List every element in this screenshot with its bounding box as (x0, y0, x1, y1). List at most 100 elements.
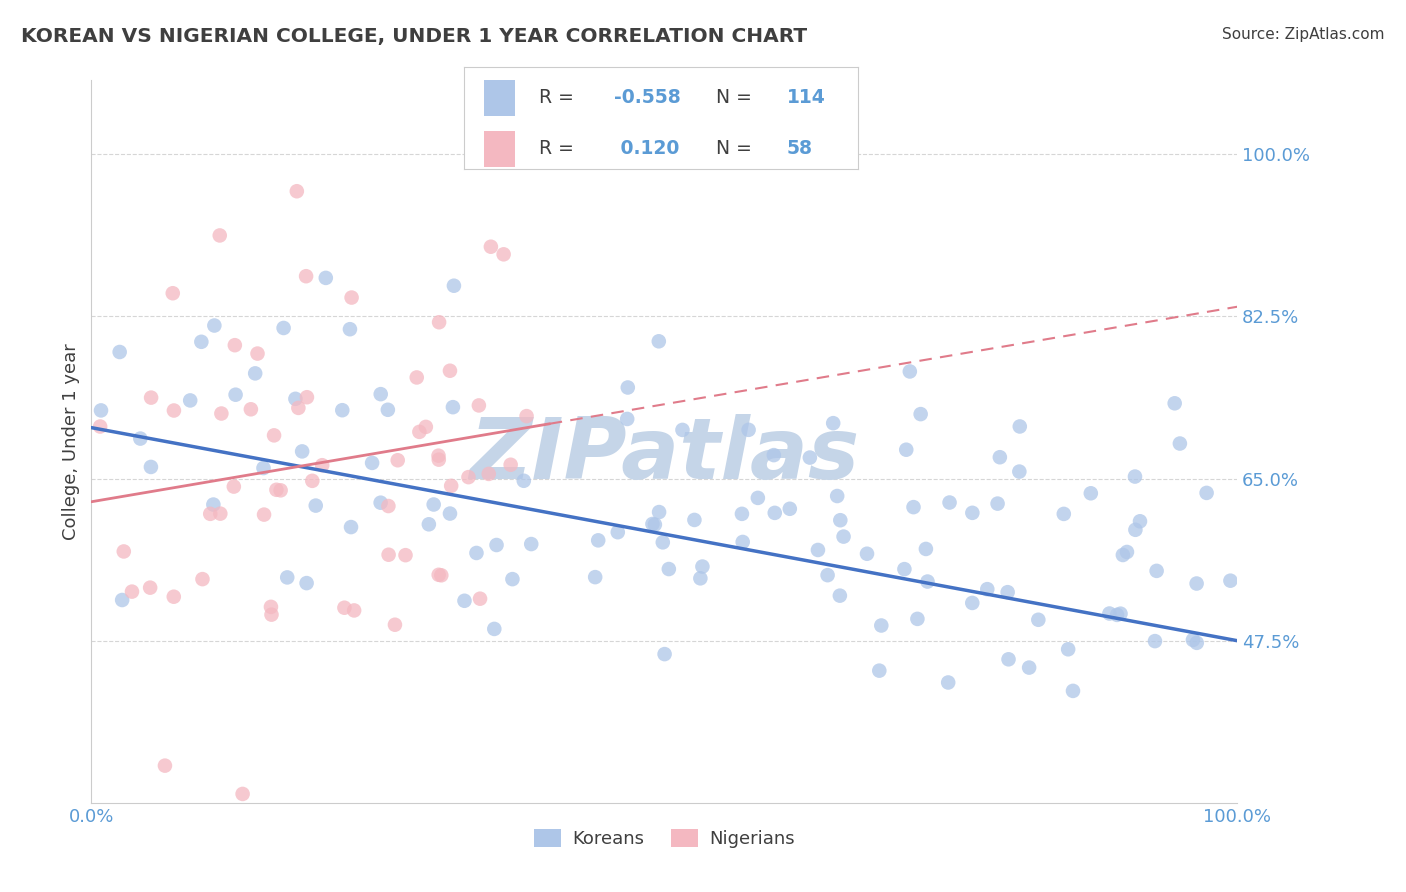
Point (377, 499, 399, 513)
Point (896, 442, 918, 457)
Point (209, 407, 232, 421)
Point (430, 568, 453, 582)
Point (737, 423, 759, 437)
Point (915, 541, 938, 556)
Point (1125, 523, 1147, 537)
Point (422, 498, 444, 512)
Point (825, 489, 848, 503)
Point (276, 570, 298, 584)
Point (1129, 514, 1152, 528)
Point (305, 499, 328, 513)
Point (1098, 607, 1121, 621)
Point (222, 480, 245, 494)
Point (1143, 634, 1166, 648)
Point (287, 401, 309, 415)
Point (415, 420, 437, 434)
Point (997, 652, 1019, 666)
Point (962, 596, 984, 610)
Point (108, 345, 131, 359)
Point (1080, 486, 1102, 500)
Legend: Koreans, Nigerians: Koreans, Nigerians (527, 822, 801, 855)
Point (689, 571, 711, 585)
Text: N =: N = (716, 88, 758, 107)
Point (263, 428, 285, 442)
Point (427, 567, 450, 582)
Point (370, 387, 392, 401)
Point (731, 535, 754, 549)
Point (418, 517, 440, 532)
Point (200, 507, 222, 521)
Point (291, 444, 314, 458)
Point (658, 562, 681, 576)
Point (976, 582, 998, 596)
Point (330, 403, 353, 417)
Point (163, 403, 186, 417)
Point (343, 603, 366, 617)
Point (830, 513, 852, 527)
Point (910, 407, 932, 421)
Point (427, 452, 450, 467)
Point (644, 517, 666, 532)
Point (153, 758, 176, 772)
Point (408, 425, 430, 439)
Point (405, 370, 427, 384)
Point (163, 590, 186, 604)
Point (1116, 545, 1139, 559)
Point (485, 538, 508, 552)
Point (520, 537, 543, 551)
Point (479, 240, 502, 254)
Point (295, 576, 318, 591)
Point (807, 543, 830, 558)
Point (870, 618, 893, 632)
Point (270, 483, 292, 498)
Point (80, 814, 103, 828)
Point (898, 364, 921, 378)
Point (1109, 607, 1132, 621)
Point (245, 367, 267, 381)
Point (484, 622, 506, 636)
Point (868, 664, 890, 678)
Text: 114: 114 (787, 88, 825, 107)
Point (692, 559, 714, 574)
Point (139, 581, 162, 595)
Point (648, 505, 671, 519)
Point (443, 278, 465, 293)
Point (377, 548, 399, 562)
Bar (484, 79, 515, 116)
Point (295, 269, 318, 284)
Point (586, 533, 609, 548)
Point (387, 453, 409, 467)
Point (962, 506, 984, 520)
Y-axis label: College, Under 1 year: College, Under 1 year (62, 343, 80, 540)
Text: R =: R = (538, 139, 579, 159)
Point (617, 380, 640, 394)
Point (253, 508, 276, 522)
Point (377, 402, 399, 417)
Point (129, 432, 152, 446)
Point (762, 448, 785, 462)
Point (121, 584, 143, 599)
Point (209, 507, 232, 521)
Point (273, 321, 295, 335)
Point (516, 409, 538, 423)
Point (162, 286, 184, 301)
Point (763, 506, 786, 520)
Point (492, 247, 515, 261)
Point (427, 315, 450, 329)
Point (903, 500, 925, 515)
Point (616, 412, 638, 426)
Point (1185, 576, 1208, 591)
Point (641, 516, 664, 531)
Point (202, 318, 225, 333)
Point (457, 470, 479, 484)
Point (997, 585, 1019, 599)
Point (208, 228, 231, 243)
Point (1168, 436, 1191, 450)
Point (90, 403, 112, 417)
Point (439, 364, 461, 378)
Point (139, 459, 162, 474)
Point (1219, 574, 1241, 588)
Text: -0.558: -0.558 (613, 88, 681, 107)
Point (1028, 613, 1050, 627)
Point (179, 393, 201, 408)
